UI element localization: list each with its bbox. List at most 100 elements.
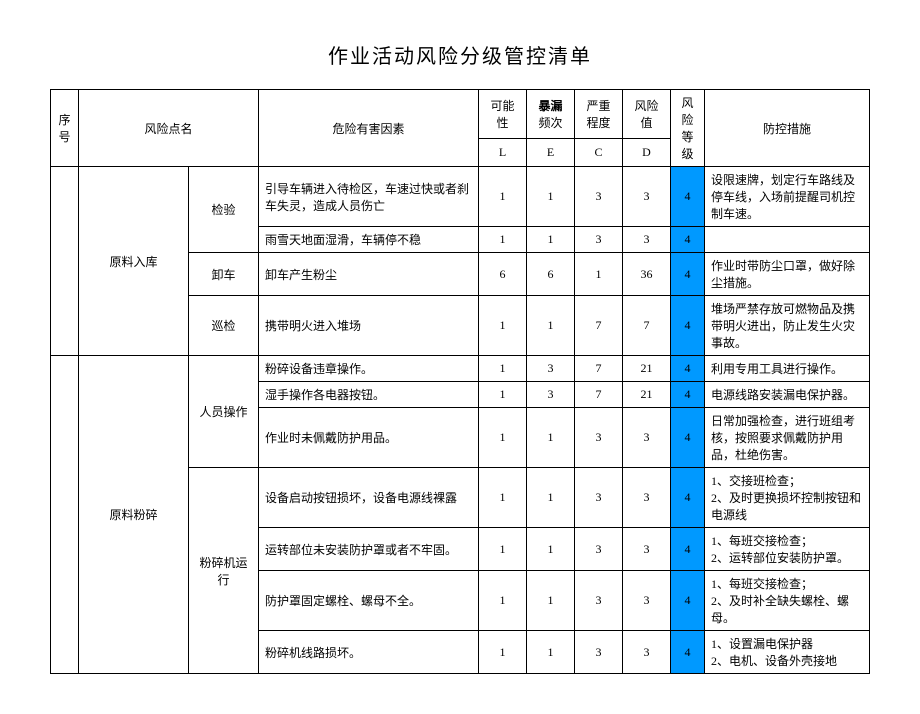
cell-E: 3 [527, 356, 575, 382]
cell-risklevel: 4 [671, 571, 705, 631]
cell-L: 1 [479, 468, 527, 528]
cell-E: 1 [527, 227, 575, 253]
cell-C: 3 [575, 468, 623, 528]
cell-L: 1 [479, 167, 527, 227]
hdr-seq: 序号 [51, 90, 79, 167]
hdr-L: L [479, 139, 527, 167]
cell-D: 3 [623, 528, 671, 571]
cell-L: 1 [479, 408, 527, 468]
cell-C: 7 [575, 296, 623, 356]
cell-control: 1、每班交接检查； 2、运转部位安装防护罩。 [705, 528, 870, 571]
hdr-exposure-bold: 暴漏 [539, 99, 563, 113]
cell-E: 1 [527, 408, 575, 468]
cell-control: 设限速牌，划定行车路线及停车线，入场前提醒司机控制车速。 [705, 167, 870, 227]
cell-seq [51, 356, 79, 674]
cell-E: 1 [527, 468, 575, 528]
cell-C: 3 [575, 631, 623, 674]
cell-E: 1 [527, 528, 575, 571]
hdr-riskpoint: 风险点名 [79, 90, 259, 167]
cell-riskpoint: 原料粉碎 [79, 356, 189, 674]
cell-E: 6 [527, 253, 575, 296]
cell-control [705, 227, 870, 253]
cell-hazard: 运转部位未安装防护罩或者不牢固。 [259, 528, 479, 571]
cell-risklevel: 4 [671, 253, 705, 296]
cell-risklevel: 4 [671, 408, 705, 468]
cell-C: 3 [575, 528, 623, 571]
cell-hazard: 雨雪天地面湿滑，车辆停不稳 [259, 227, 479, 253]
cell-E: 3 [527, 382, 575, 408]
cell-risklevel: 4 [671, 382, 705, 408]
cell-hazard: 引导车辆进入待检区，车速过快或者刹车失灵，造成人员伤亡 [259, 167, 479, 227]
cell-risklevel: 4 [671, 227, 705, 253]
cell-riskpoint: 原料入库 [79, 167, 189, 356]
cell-C: 3 [575, 408, 623, 468]
cell-risklevel: 4 [671, 528, 705, 571]
cell-hazard: 携带明火进入堆场 [259, 296, 479, 356]
cell-hazard: 粉碎设备违章操作。 [259, 356, 479, 382]
hdr-riskvalue: 风险值 [623, 90, 671, 139]
cell-C: 3 [575, 571, 623, 631]
cell-D: 3 [623, 408, 671, 468]
cell-control: 1、设置漏电保护器 2、电机、设备外壳接地 [705, 631, 870, 674]
cell-seq [51, 167, 79, 356]
hdr-severity: 严重程度 [575, 90, 623, 139]
cell-L: 1 [479, 631, 527, 674]
cell-hazard: 湿手操作各电器按钮。 [259, 382, 479, 408]
hdr-D: D [623, 139, 671, 167]
cell-sub: 检验 [189, 167, 259, 253]
hdr-exposure: 暴漏频次 [527, 90, 575, 139]
cell-D: 3 [623, 468, 671, 528]
cell-sub: 巡检 [189, 296, 259, 356]
page-title: 作业活动风险分级管控清单 [50, 40, 870, 69]
cell-hazard: 粉碎机线路损坏。 [259, 631, 479, 674]
table-header: 序号 风险点名 危险有害因素 可能性 暴漏频次 严重程度 风险值 风险等级 防控… [51, 90, 870, 167]
cell-hazard: 作业时未佩戴防护用品。 [259, 408, 479, 468]
cell-L: 1 [479, 528, 527, 571]
cell-C: 7 [575, 356, 623, 382]
cell-L: 6 [479, 253, 527, 296]
cell-control: 电源线路安装漏电保护器。 [705, 382, 870, 408]
cell-control: 日常加强检查，进行班组考核，按照要求佩戴防护用品，杜绝伤害。 [705, 408, 870, 468]
risk-table: 序号 风险点名 危险有害因素 可能性 暴漏频次 严重程度 风险值 风险等级 防控… [50, 89, 870, 674]
cell-control: 堆场严禁存放可燃物品及携带明火进出，防止发生火灾事故。 [705, 296, 870, 356]
cell-L: 1 [479, 382, 527, 408]
cell-hazard: 防护罩固定螺栓、螺母不全。 [259, 571, 479, 631]
cell-hazard: 设备启动按钮损坏，设备电源线裸露 [259, 468, 479, 528]
hdr-E: E [527, 139, 575, 167]
cell-L: 1 [479, 356, 527, 382]
hdr-risklevel: 风险等级 [671, 90, 705, 167]
cell-risklevel: 4 [671, 296, 705, 356]
cell-D: 3 [623, 631, 671, 674]
cell-risklevel: 4 [671, 468, 705, 528]
cell-control: 1、每班交接检查； 2、及时补全缺失螺栓、螺母。 [705, 571, 870, 631]
cell-L: 1 [479, 296, 527, 356]
table-row: 原料粉碎人员操作粉碎设备违章操作。137214利用专用工具进行操作。 [51, 356, 870, 382]
cell-L: 1 [479, 571, 527, 631]
cell-C: 3 [575, 227, 623, 253]
cell-control: 利用专用工具进行操作。 [705, 356, 870, 382]
cell-control: 1、交接班检查； 2、及时更换损坏控制按钮和电源线 [705, 468, 870, 528]
hdr-hazard: 危险有害因素 [259, 90, 479, 167]
cell-risklevel: 4 [671, 167, 705, 227]
cell-C: 3 [575, 167, 623, 227]
cell-E: 1 [527, 571, 575, 631]
cell-risklevel: 4 [671, 631, 705, 674]
cell-D: 7 [623, 296, 671, 356]
cell-D: 21 [623, 356, 671, 382]
cell-E: 1 [527, 631, 575, 674]
table-body: 原料入库检验引导车辆进入待检区，车速过快或者刹车失灵，造成人员伤亡11334设限… [51, 167, 870, 674]
cell-D: 36 [623, 253, 671, 296]
hdr-frequency: 频次 [539, 116, 563, 130]
table-row: 原料入库检验引导车辆进入待检区，车速过快或者刹车失灵，造成人员伤亡11334设限… [51, 167, 870, 227]
cell-E: 1 [527, 167, 575, 227]
cell-L: 1 [479, 227, 527, 253]
cell-sub: 粉碎机运行 [189, 468, 259, 674]
cell-D: 3 [623, 571, 671, 631]
hdr-control: 防控措施 [705, 90, 870, 167]
cell-sub: 卸车 [189, 253, 259, 296]
cell-C: 7 [575, 382, 623, 408]
cell-sub: 人员操作 [189, 356, 259, 468]
hdr-C: C [575, 139, 623, 167]
cell-hazard: 卸车产生粉尘 [259, 253, 479, 296]
cell-D: 3 [623, 167, 671, 227]
